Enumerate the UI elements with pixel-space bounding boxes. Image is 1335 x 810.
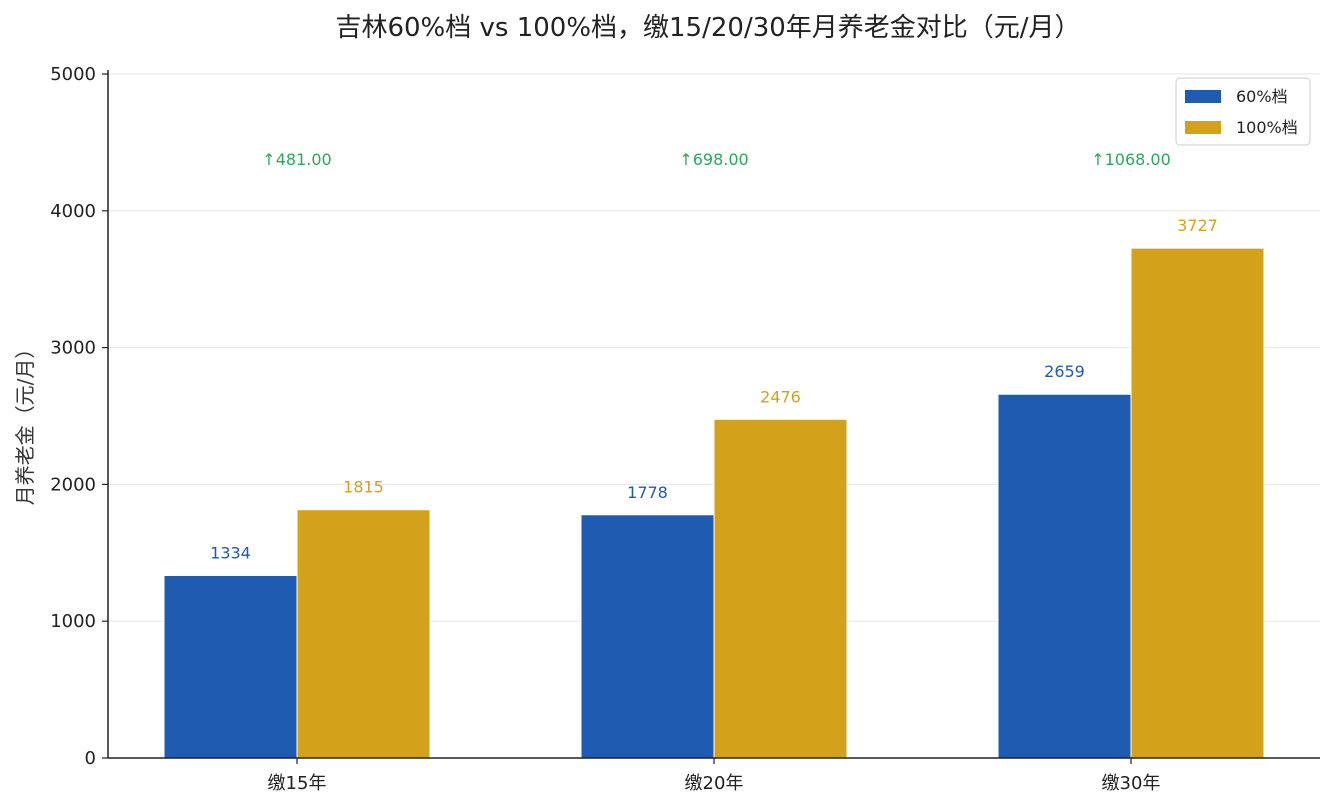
bar-value-label: 3727 xyxy=(1177,216,1218,235)
axes: 0 1000 2000 3000 4000 5000 缴15年 缴20年 缴30年 xyxy=(50,64,1320,794)
bar-value-label: 1815 xyxy=(343,478,384,497)
bar-series-b-1 xyxy=(713,418,848,759)
bars xyxy=(163,247,1265,759)
bar-value-label: 1334 xyxy=(210,544,251,563)
y-tick-label: 4000 xyxy=(50,201,96,222)
difference-annotation: ↑698.00 xyxy=(679,150,748,169)
bar-series-a-0 xyxy=(163,575,298,759)
bar-series-a-1 xyxy=(580,514,715,759)
x-tick-label: 缴15年 xyxy=(268,773,327,794)
legend: 60%档 100%档 xyxy=(1175,77,1311,146)
legend-swatch xyxy=(1185,121,1221,134)
legend-label: 100%档 xyxy=(1236,118,1298,137)
bar-value-label: 1778 xyxy=(627,483,668,502)
bar-series-b-0 xyxy=(296,509,431,759)
chart-title: 吉林60%档 vs 100%档，缴15/20/30年月养老金对比（元/月） xyxy=(335,13,1080,43)
y-tick-label: 0 xyxy=(85,748,96,769)
bar-value-label: 2476 xyxy=(760,387,801,406)
x-tick-label: 缴30年 xyxy=(1102,773,1161,794)
y-tick-label: 1000 xyxy=(50,611,96,632)
difference-annotation: ↑481.00 xyxy=(262,150,331,169)
bar-series-a-2 xyxy=(997,393,1132,759)
difference-annotation: ↑1068.00 xyxy=(1091,150,1171,169)
x-tick-label: 缴20年 xyxy=(685,773,744,794)
legend-swatch xyxy=(1185,90,1221,103)
y-tick-label: 5000 xyxy=(50,64,96,85)
y-axis-title: 月养老金（元/月） xyxy=(13,339,37,506)
bar-value-label: 2659 xyxy=(1044,362,1085,381)
y-tick-label: 2000 xyxy=(50,474,96,495)
bar-series-b-2 xyxy=(1130,247,1265,759)
legend-label: 60%档 xyxy=(1236,87,1288,106)
y-tick-label: 3000 xyxy=(50,338,96,359)
data-labels: 1334 1778 2659 1815 2476 3727 ↑481.00 ↑698.00 ↑1… xyxy=(210,150,1218,563)
